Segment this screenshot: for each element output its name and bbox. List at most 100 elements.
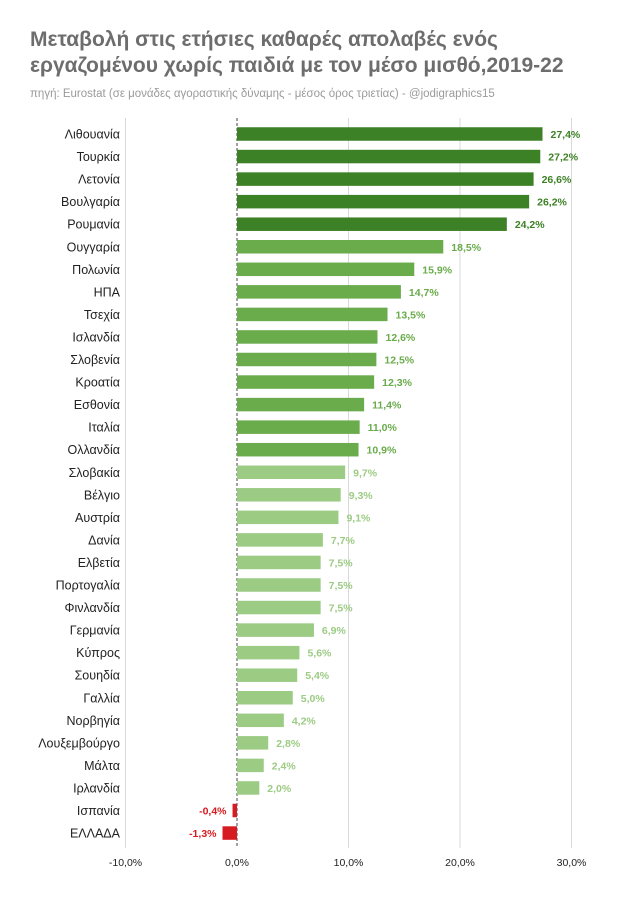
value-label: 12,6%	[385, 332, 415, 344]
category-label: Βέλγιο	[84, 488, 120, 502]
bar	[237, 713, 284, 728]
value-label: 9,1%	[346, 512, 371, 524]
value-label: 10,9%	[367, 445, 397, 457]
category-label: Πολωνία	[72, 263, 120, 277]
chart-title: Μεταβολή στις ετήσιες καθαρές απολαβές ε…	[30, 28, 564, 77]
category-label: Κροατία	[75, 376, 120, 390]
bar	[237, 127, 543, 141]
category-label: Σλοβενία	[70, 353, 120, 367]
value-label: -0,4%	[199, 806, 227, 818]
category-label: Γερμανία	[70, 624, 120, 638]
bar	[237, 194, 530, 209]
value-label: 26,6%	[542, 174, 572, 186]
bar	[232, 803, 237, 818]
x-tick-label: 0,0%	[225, 857, 249, 869]
value-label: 7,5%	[329, 603, 354, 615]
bar	[237, 510, 339, 525]
category-label: Εσθονία	[74, 398, 120, 412]
bar	[237, 600, 321, 615]
bar	[237, 217, 507, 231]
value-label: 12,5%	[384, 355, 414, 367]
bar	[237, 375, 375, 389]
value-label: 2,4%	[272, 760, 297, 772]
category-label: Λουξεμβούργο	[38, 736, 120, 750]
x-tick-label: 10,0%	[334, 857, 364, 869]
category-label: Πορτογαλία	[56, 579, 120, 593]
value-label: 7,5%	[329, 557, 354, 569]
category-label: Βουλγαρία	[61, 195, 120, 209]
value-label: 12,3%	[382, 377, 412, 389]
bar	[237, 488, 341, 502]
value-label: 2,8%	[276, 738, 301, 750]
value-label: 27,4%	[551, 129, 581, 141]
bar	[237, 149, 541, 164]
x-tick-label: 20,0%	[445, 857, 475, 869]
category-label: Τουρκία	[77, 150, 120, 164]
category-label: Λιθουανία	[65, 128, 120, 142]
category-labels: Λιθουανία Τουρκία Λετονία Βουλγαρία Ρουμανία…	[38, 128, 120, 841]
x-axis-ticks: -10,0% 0,0% 10,0% 20,0% 30,0%	[109, 857, 587, 869]
category-label: Ουγγαρία	[67, 240, 120, 254]
value-label: 13,5%	[396, 309, 426, 321]
bar	[237, 578, 321, 592]
category-label: Ρουμανία	[67, 218, 120, 232]
value-label: 18,5%	[451, 242, 481, 254]
bar	[237, 533, 323, 547]
bar	[237, 668, 298, 682]
x-tick-label: 30,0%	[557, 857, 587, 869]
category-label: Αυστρία	[75, 511, 120, 525]
category-label: Νορβηγία	[67, 714, 121, 728]
bar	[237, 781, 260, 795]
category-label: Δανία	[88, 533, 120, 547]
value-labels: 27,4% 27,2% 26,6% 26,2% 24,2% 18,5% 15,9% 14,7%…	[189, 129, 581, 840]
category-label: ΕΛΛΑΔΑ	[70, 827, 121, 841]
bar	[237, 465, 346, 479]
value-label: -1,3%	[189, 828, 217, 840]
bar	[237, 691, 293, 705]
value-label: 26,2%	[537, 197, 567, 209]
bar	[237, 736, 269, 750]
bar	[237, 623, 314, 637]
value-label: 11,0%	[368, 422, 398, 434]
bar	[237, 758, 264, 773]
category-label: Ολλανδία	[68, 443, 120, 457]
value-label: 5,4%	[305, 670, 330, 682]
category-label: Ιταλία	[88, 421, 120, 435]
bar	[237, 442, 359, 457]
category-label: Φινλανδία	[65, 601, 121, 615]
value-label: 11,4%	[372, 400, 402, 412]
bar	[237, 262, 415, 277]
value-label: 5,6%	[307, 648, 332, 660]
category-label: Ισλανδία	[72, 330, 120, 344]
value-label: 6,9%	[322, 625, 347, 637]
bar	[237, 645, 300, 660]
value-label: 4,2%	[292, 715, 317, 727]
bar	[237, 285, 401, 299]
category-label: ΗΠΑ	[94, 285, 121, 299]
value-label: 9,3%	[349, 490, 374, 502]
category-label: Λετονία	[78, 173, 120, 187]
x-tick-label: -10,0%	[109, 857, 142, 869]
bar	[237, 397, 365, 412]
value-label: 24,2%	[515, 219, 545, 231]
category-label: Σλοβακία	[69, 466, 120, 480]
bar	[222, 826, 237, 840]
bar	[237, 352, 377, 367]
value-label: 5,0%	[301, 693, 326, 705]
bar	[237, 240, 444, 254]
category-label: Κύπρος	[76, 646, 120, 660]
category-label: Σουηδία	[75, 669, 120, 683]
category-label: Ισπανία	[77, 804, 120, 818]
value-label: 7,5%	[329, 580, 354, 592]
category-label: Ιρλανδία	[73, 781, 120, 795]
category-label: Μάλτα	[84, 759, 120, 773]
category-label: Τσεχία	[84, 308, 120, 322]
bar	[237, 555, 321, 570]
grid-lines	[125, 118, 572, 848]
value-label: 15,9%	[422, 264, 452, 276]
bars	[222, 127, 543, 840]
bar	[237, 420, 360, 434]
value-label: 27,2%	[548, 152, 578, 164]
category-label: Γαλλία	[83, 691, 120, 705]
